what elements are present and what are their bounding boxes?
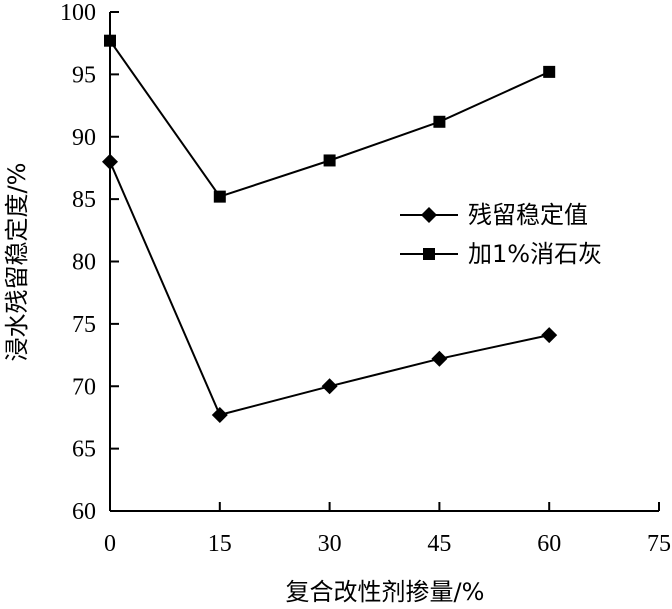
x-tick-label: 75: [647, 531, 671, 557]
x-tick-label: 30: [318, 531, 342, 557]
x-tick-label: 15: [208, 531, 232, 557]
y-tick-label: 75: [72, 312, 96, 338]
y-tick-label: 95: [72, 62, 96, 88]
y-tick-label: 80: [72, 250, 96, 276]
data-point-diamond: [211, 406, 228, 423]
x-ticks: 0 15 30 45 60 75: [104, 502, 671, 557]
data-point-square: [213, 190, 226, 203]
legend-marker-diamond: [421, 207, 437, 223]
series-line-2: [109, 40, 550, 198]
data-point-square: [104, 34, 116, 47]
legend-label-series-2: 加1%消石灰: [468, 240, 602, 268]
x-tick-label: 0: [104, 531, 116, 557]
legend-label-series-1: 残留稳定值: [468, 201, 588, 229]
y-tick-label: 90: [72, 125, 96, 151]
legend-marker-square: [423, 248, 435, 260]
series-line-1: [109, 161, 550, 417]
y-tick-label: 60: [72, 499, 96, 525]
y-axis-title: 浸水残留稳定度/%: [3, 163, 31, 362]
data-point-diamond: [321, 378, 338, 395]
y-tick-label: 85: [72, 187, 96, 213]
y-tick-label: 70: [72, 374, 96, 400]
legend: 残留稳定值 加1%消石灰: [400, 201, 602, 268]
x-tick-label: 60: [537, 531, 561, 557]
y-tick-label: 100: [60, 0, 96, 26]
data-point-square: [543, 65, 556, 78]
y-tick-label: 65: [72, 437, 96, 463]
data-point-square: [433, 115, 446, 128]
data-point-diamond: [431, 350, 448, 367]
data-point-diamond: [102, 153, 118, 170]
data-point-diamond: [541, 327, 558, 344]
y-ticks: 60 65 70 75 80 85 90 95 100: [60, 0, 119, 525]
x-axis-title: 复合改性剂掺量/%: [286, 578, 485, 606]
data-point-square: [323, 154, 336, 167]
x-tick-label: 45: [427, 531, 451, 557]
series-markers: [102, 34, 558, 423]
